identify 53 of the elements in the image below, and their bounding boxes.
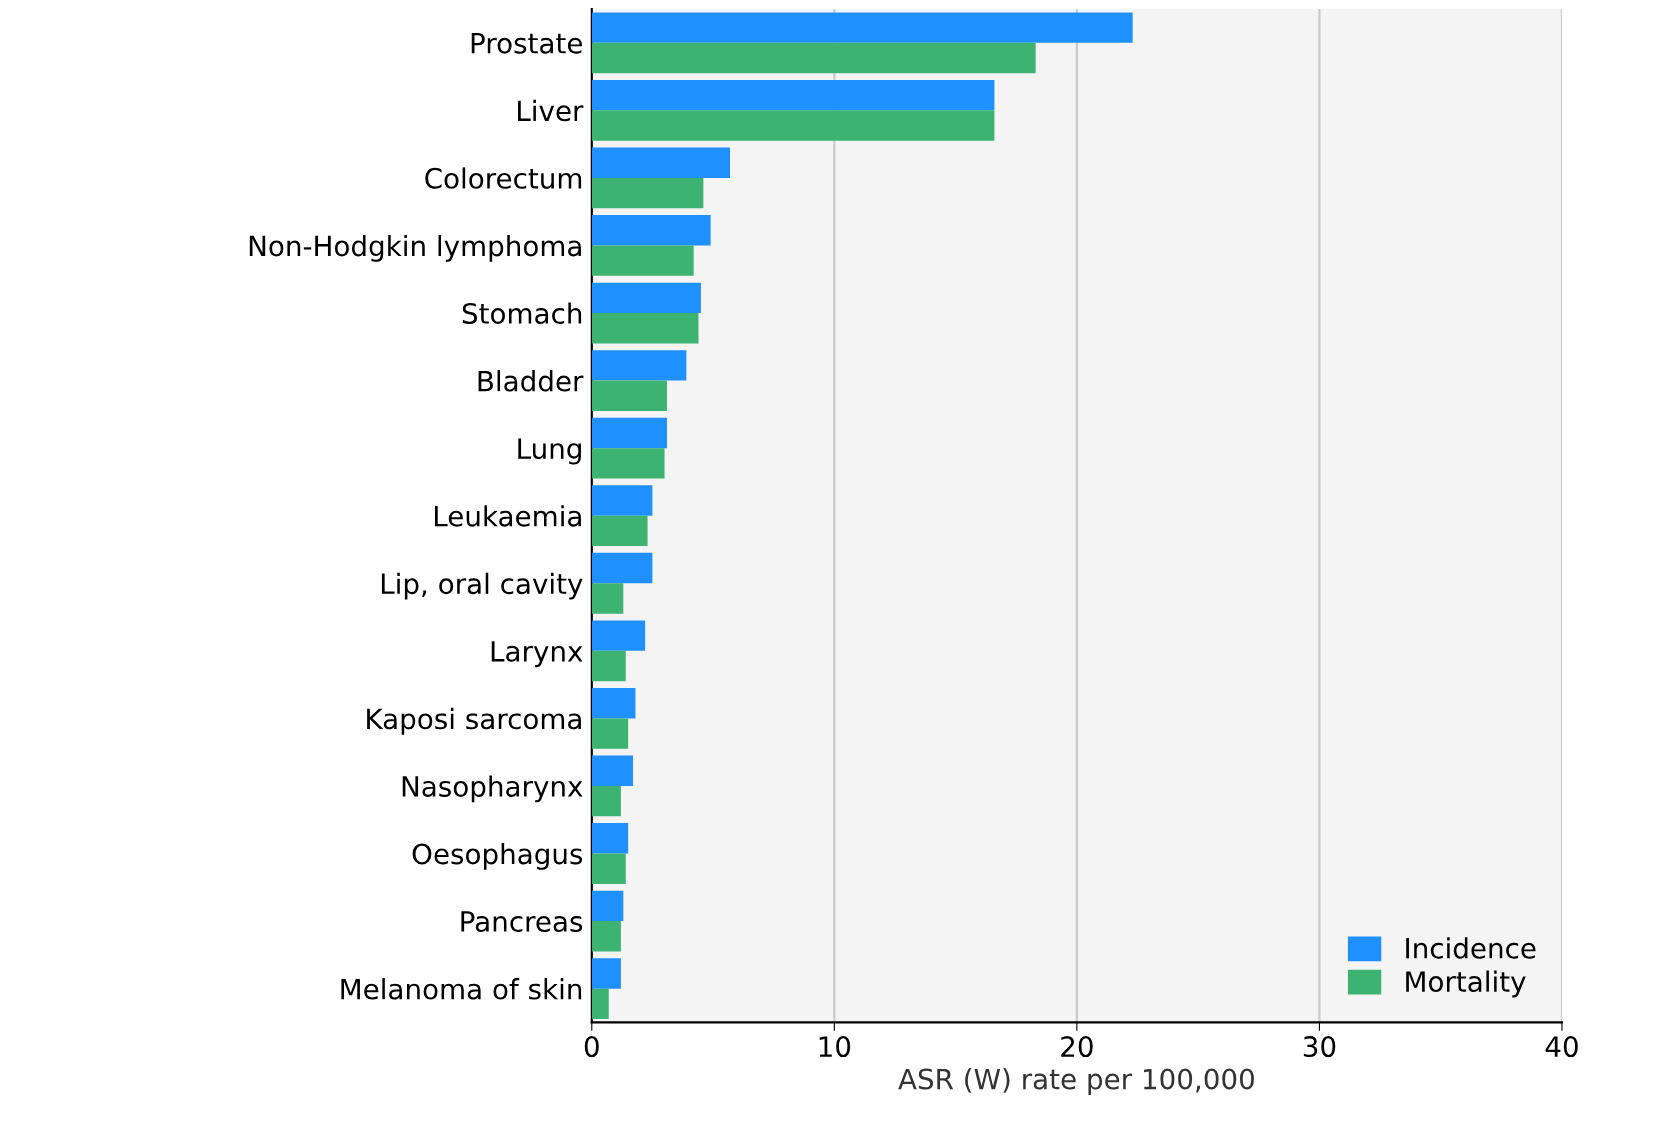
bar — [591, 177, 704, 209]
y-tick-label: Larynx — [491, 641, 583, 668]
bar — [591, 147, 731, 178]
bar — [591, 380, 667, 411]
bar — [591, 12, 1133, 43]
y-tick-label: Stomach — [462, 302, 582, 324]
legend-label: Mortality — [1406, 970, 1526, 998]
bar — [591, 650, 626, 682]
y-tick-label: Lip, oral cavity — [381, 572, 583, 600]
x-tick-label: 30 — [1303, 1036, 1336, 1058]
bar — [591, 687, 636, 719]
legend-label: Incidence — [1406, 937, 1536, 959]
bar — [591, 110, 995, 141]
bar — [591, 282, 701, 314]
bar — [591, 823, 629, 854]
y-tick-label: Bladder — [478, 370, 584, 392]
x-axis-title: ASR (W) rate per 100,000 — [898, 1068, 1254, 1095]
y-tick-label: Nasopharynx — [402, 775, 583, 803]
y-tick-label: Pancreas — [461, 911, 583, 933]
bar — [591, 515, 648, 547]
bar — [591, 890, 624, 922]
x-tick-label: 10 — [819, 1036, 851, 1058]
bar — [591, 620, 646, 651]
bar — [591, 42, 1036, 74]
y-tick-label: Leukaemia — [434, 505, 581, 527]
bar — [591, 755, 634, 786]
bar — [591, 921, 621, 952]
y-tick-label: Kaposi sarcoma — [367, 707, 581, 735]
bar — [591, 718, 629, 749]
bar — [591, 417, 667, 449]
bar — [591, 785, 621, 817]
bar — [591, 988, 609, 1020]
y-tick-label: Colorectum — [425, 167, 582, 189]
x-tick-label: 20 — [1061, 1036, 1093, 1058]
bar — [591, 583, 624, 614]
y-tick-label: Liver — [518, 99, 584, 122]
bar — [591, 448, 665, 479]
y-tick-label: Lung — [518, 438, 581, 465]
x-tick-label: 40 — [1545, 1036, 1578, 1058]
y-tick-label: Melanoma of skin — [341, 978, 582, 1000]
bar — [591, 215, 711, 246]
bar — [591, 958, 621, 989]
bar — [591, 313, 699, 344]
y-tick-label: Oesophagus — [412, 842, 583, 870]
bar — [591, 245, 694, 276]
y-tick-label: Non-Hodgkin lymphoma — [249, 234, 581, 262]
bar — [591, 552, 653, 584]
x-tick-label: 0 — [584, 1036, 599, 1058]
y-tick-label: Prostate — [471, 33, 582, 54]
bar — [591, 79, 995, 111]
bar — [591, 853, 626, 884]
bar — [591, 350, 687, 381]
bar — [591, 485, 653, 516]
